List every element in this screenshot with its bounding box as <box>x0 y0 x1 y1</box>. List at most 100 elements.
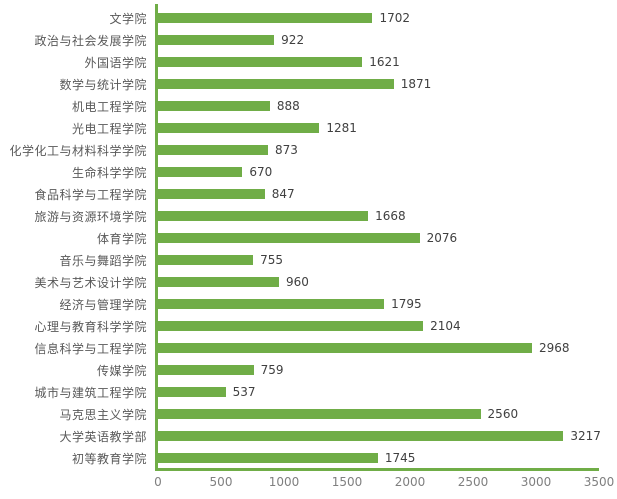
x-axis-tick-label: 3500 <box>583 475 615 489</box>
bar <box>158 211 369 221</box>
bar-track: 537 <box>155 381 617 403</box>
category-label: 文学院 <box>109 11 147 26</box>
x-axis-line <box>155 468 599 471</box>
category-label: 外国语学院 <box>84 55 147 70</box>
value-label: 1702 <box>379 11 410 25</box>
x-axis-tick-label: 2000 <box>394 475 426 489</box>
bar <box>158 145 268 155</box>
bar <box>158 387 226 397</box>
bar-track: 888 <box>155 95 617 117</box>
category-label: 信息科学与工程学院 <box>34 341 147 356</box>
y-axis-line <box>155 4 158 471</box>
value-label: 873 <box>274 143 298 157</box>
category-label: 音乐与舞蹈学院 <box>59 253 147 268</box>
value-label: 759 <box>260 363 284 377</box>
bar-row: 音乐与舞蹈学院 755 <box>0 249 617 271</box>
bar <box>158 321 424 331</box>
bar-row: 机电工程学院 888 <box>0 95 617 117</box>
category-label: 光电工程学院 <box>71 121 147 136</box>
category-label: 食品科学与工程学院 <box>34 187 147 202</box>
bar-row: 信息科学与工程学院 2968 <box>0 337 617 359</box>
bar <box>158 35 275 45</box>
category-label: 旅游与资源环境学院 <box>34 209 147 224</box>
value-label: 2968 <box>538 341 570 355</box>
x-axis-tick-label: 1000 <box>268 475 300 489</box>
bar-row: 马克思主义学院 2560 <box>0 403 617 425</box>
bar-row: 光电工程学院 1281 <box>0 117 617 139</box>
bar-row: 城市与建筑工程学院 537 <box>0 381 617 403</box>
value-label: 755 <box>260 253 284 267</box>
bar-row: 生命科学学院 670 <box>0 161 617 183</box>
value-label: 1795 <box>391 297 422 311</box>
bar <box>158 299 385 309</box>
category-label: 数学与统计学院 <box>59 77 147 92</box>
bar-row: 美术与艺术设计学院 960 <box>0 271 617 293</box>
value-label: 1668 <box>375 209 406 223</box>
bar-row: 大学英语教学部 3217 <box>0 425 617 447</box>
value-label: 847 <box>271 187 295 201</box>
bar-row: 外国语学院 1621 <box>0 51 617 73</box>
bar <box>158 123 320 133</box>
bar-row: 经济与管理学院 1795 <box>0 293 617 315</box>
bar-track: 1745 <box>155 447 617 469</box>
value-label: 2104 <box>430 319 461 333</box>
bar-track: 1281 <box>155 117 617 139</box>
bar <box>158 453 378 463</box>
bar-row: 食品科学与工程学院 847 <box>0 183 617 205</box>
bar <box>158 13 373 23</box>
bar-track: 1871 <box>155 73 617 95</box>
bar <box>158 409 481 419</box>
bar-row: 数学与统计学院 1871 <box>0 73 617 95</box>
bar-track: 3217 <box>155 425 617 447</box>
bar-row: 初等教育学院 1745 <box>0 447 617 469</box>
bar-row: 传媒学院 759 <box>0 359 617 381</box>
bar <box>158 365 254 375</box>
category-label: 美术与艺术设计学院 <box>34 275 147 290</box>
category-label: 体育学院 <box>96 231 147 246</box>
bar <box>158 57 363 67</box>
bar-track: 670 <box>155 161 617 183</box>
value-label: 922 <box>281 33 305 47</box>
bar-track: 873 <box>155 139 617 161</box>
value-label: 888 <box>276 99 300 113</box>
x-axis-tick-label: 500 <box>209 475 233 489</box>
category-label: 马克思主义学院 <box>59 407 147 422</box>
bar <box>158 277 279 287</box>
value-label: 2076 <box>426 231 458 245</box>
bar <box>158 101 270 111</box>
bar-track: 922 <box>155 29 617 51</box>
category-label: 经济与管理学院 <box>59 297 147 312</box>
x-axis-tick-label: 0 <box>154 475 162 489</box>
bar-row: 旅游与资源环境学院 1668 <box>0 205 617 227</box>
value-label: 537 <box>232 385 256 399</box>
category-label: 初等教育学院 <box>71 451 147 466</box>
bar-track: 1702 <box>155 7 617 29</box>
bar-track: 759 <box>155 359 617 381</box>
bar-row: 文学院 1702 <box>0 7 617 29</box>
bar-track: 2104 <box>155 315 617 337</box>
bar <box>158 431 564 441</box>
bar <box>158 167 243 177</box>
bar <box>158 79 394 89</box>
value-label: 1281 <box>326 121 357 135</box>
category-label: 传媒学院 <box>96 363 147 378</box>
bar-row: 体育学院 2076 <box>0 227 617 249</box>
category-label: 生命科学学院 <box>71 165 147 180</box>
bar-track: 755 <box>155 249 617 271</box>
bar-track: 2076 <box>155 227 617 249</box>
category-label: 机电工程学院 <box>71 99 147 114</box>
plot-area: 文学院 1702 政治与社会发展学院 922 外国语学院 1621 数学与统计学… <box>0 7 617 469</box>
bar-track: 1668 <box>155 205 617 227</box>
value-label: 960 <box>285 275 309 289</box>
value-label: 2560 <box>487 407 519 421</box>
category-label: 城市与建筑工程学院 <box>34 385 147 400</box>
category-label: 心理与教育科学学院 <box>34 319 147 334</box>
bar <box>158 233 420 243</box>
x-axis-tick-label: 3000 <box>520 475 552 489</box>
bar-row: 政治与社会发展学院 922 <box>0 29 617 51</box>
bar-track: 1621 <box>155 51 617 73</box>
x-axis: 0 500 1000 1500 2000 2500 3000 3500 <box>0 475 617 495</box>
x-axis-tick-label: 2500 <box>457 475 489 489</box>
bar-track: 847 <box>155 183 617 205</box>
